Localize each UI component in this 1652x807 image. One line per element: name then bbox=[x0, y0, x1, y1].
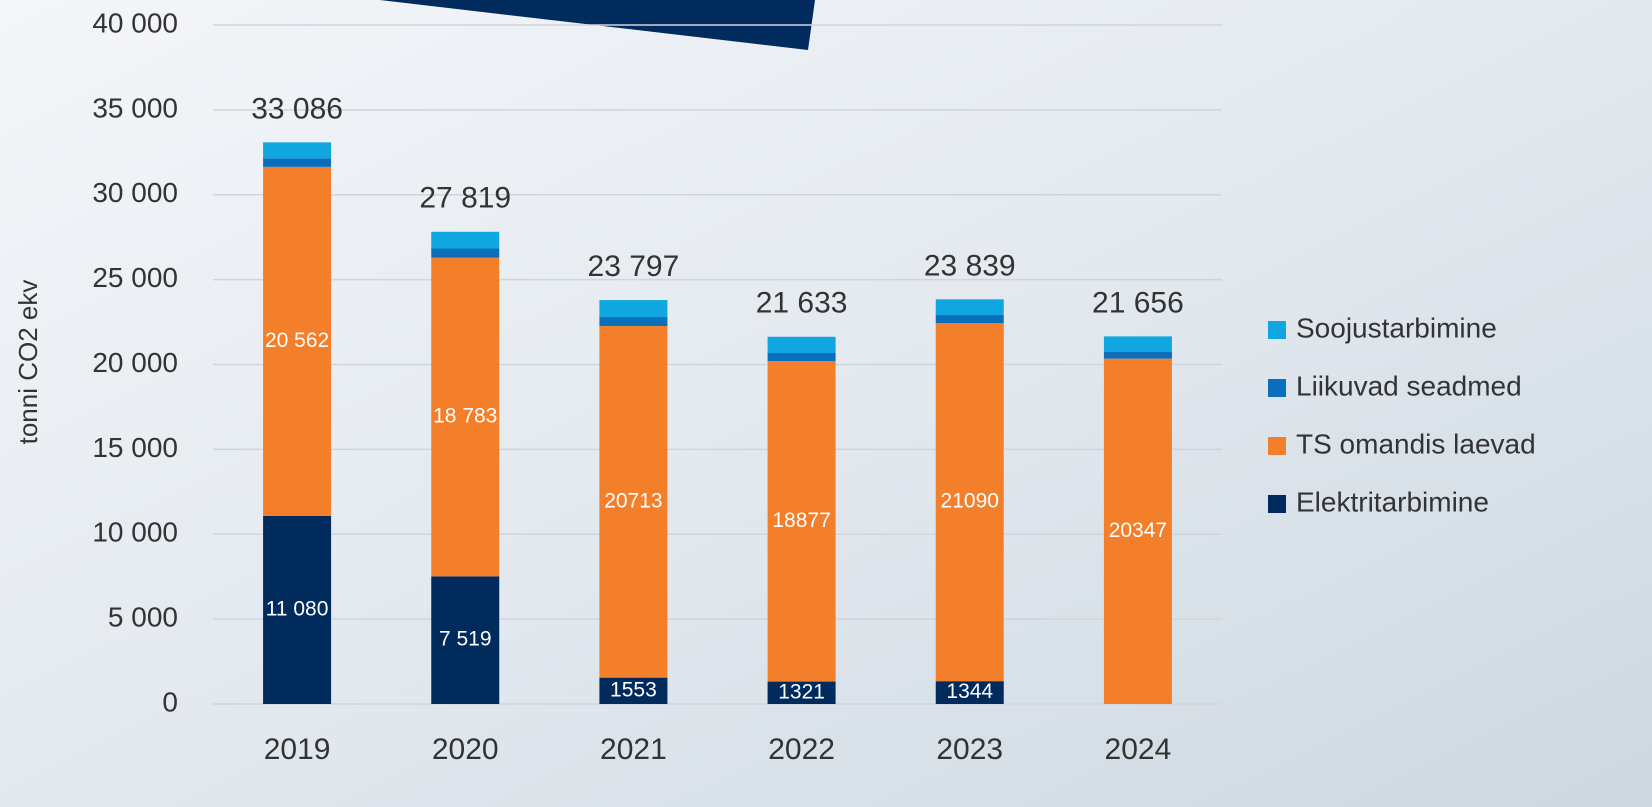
bar-segment bbox=[431, 257, 500, 577]
data-label: 20713 bbox=[604, 489, 662, 512]
x-tick-label: 2021 bbox=[600, 733, 667, 766]
data-label: 20347 bbox=[1109, 519, 1167, 542]
total-label: 21 656 bbox=[1092, 286, 1184, 319]
bar-segment bbox=[935, 315, 1004, 324]
data-label: 18 783 bbox=[433, 404, 497, 427]
x-tick-label: 2019 bbox=[264, 733, 331, 766]
y-tick-label: 5 000 bbox=[108, 602, 178, 633]
x-tick-label: 2023 bbox=[936, 733, 1003, 766]
x-tick-label: 2020 bbox=[432, 733, 499, 766]
legend-swatch bbox=[1268, 437, 1286, 455]
data-label: 1321 bbox=[778, 680, 825, 703]
legend-label: Liikuvad seadmed bbox=[1296, 370, 1522, 401]
total-label: 23 797 bbox=[588, 250, 680, 283]
y-tick-label: 25 000 bbox=[92, 262, 178, 293]
y-axis-label: tonni CO2 ekv bbox=[13, 280, 43, 445]
bar-segment bbox=[599, 300, 668, 318]
bar-segment bbox=[263, 158, 332, 167]
legend-label: Soojustarbimine bbox=[1296, 312, 1497, 343]
bar-segment bbox=[935, 681, 1004, 704]
legend-swatch bbox=[1268, 379, 1286, 397]
bar-segment bbox=[1103, 351, 1172, 359]
bar-segment bbox=[599, 317, 668, 327]
legend-label: TS omandis laevad bbox=[1296, 428, 1536, 459]
bar-segment bbox=[767, 336, 836, 353]
bar-segment bbox=[263, 515, 332, 704]
bar-segment bbox=[767, 352, 836, 362]
y-tick-label: 20 000 bbox=[92, 347, 178, 378]
bar-segment bbox=[767, 361, 836, 682]
y-tick-label: 40 000 bbox=[92, 7, 178, 38]
bar-segment bbox=[263, 142, 332, 159]
bar-segment bbox=[935, 323, 1004, 682]
bar-segment bbox=[767, 681, 836, 704]
bar-segment bbox=[431, 248, 500, 258]
y-tick-label: 30 000 bbox=[92, 177, 178, 208]
y-tick-label: 0 bbox=[162, 686, 178, 717]
y-tick-label: 35 000 bbox=[92, 92, 178, 123]
x-tick-label: 2024 bbox=[1105, 733, 1172, 766]
legend-label: Elektritarbimine bbox=[1296, 486, 1489, 517]
bar-segment bbox=[431, 231, 500, 249]
legend-swatch bbox=[1268, 495, 1286, 513]
bar-segment bbox=[935, 299, 1004, 316]
bar-segment bbox=[599, 677, 668, 704]
data-label: 20 562 bbox=[265, 329, 329, 352]
data-label: 7 519 bbox=[439, 628, 492, 651]
total-label: 23 839 bbox=[924, 249, 1016, 282]
data-label: 18877 bbox=[772, 509, 830, 532]
y-tick-label: 10 000 bbox=[92, 517, 178, 548]
bar-segment bbox=[1103, 358, 1172, 704]
data-label: 21090 bbox=[941, 490, 999, 513]
data-label: 1344 bbox=[946, 680, 993, 703]
bar-segment bbox=[599, 326, 668, 678]
bar-segment bbox=[263, 166, 332, 516]
legend-swatch bbox=[1268, 321, 1286, 339]
y-tick-label: 15 000 bbox=[92, 432, 178, 463]
bar-segment bbox=[1103, 336, 1172, 352]
bar-segment bbox=[431, 576, 500, 704]
x-tick-label: 2022 bbox=[768, 733, 835, 766]
data-label: 11 080 bbox=[266, 598, 329, 621]
total-label: 33 086 bbox=[251, 92, 343, 125]
total-label: 27 819 bbox=[419, 182, 511, 215]
data-label: 1553 bbox=[610, 678, 657, 701]
total-label: 21 633 bbox=[756, 287, 848, 320]
